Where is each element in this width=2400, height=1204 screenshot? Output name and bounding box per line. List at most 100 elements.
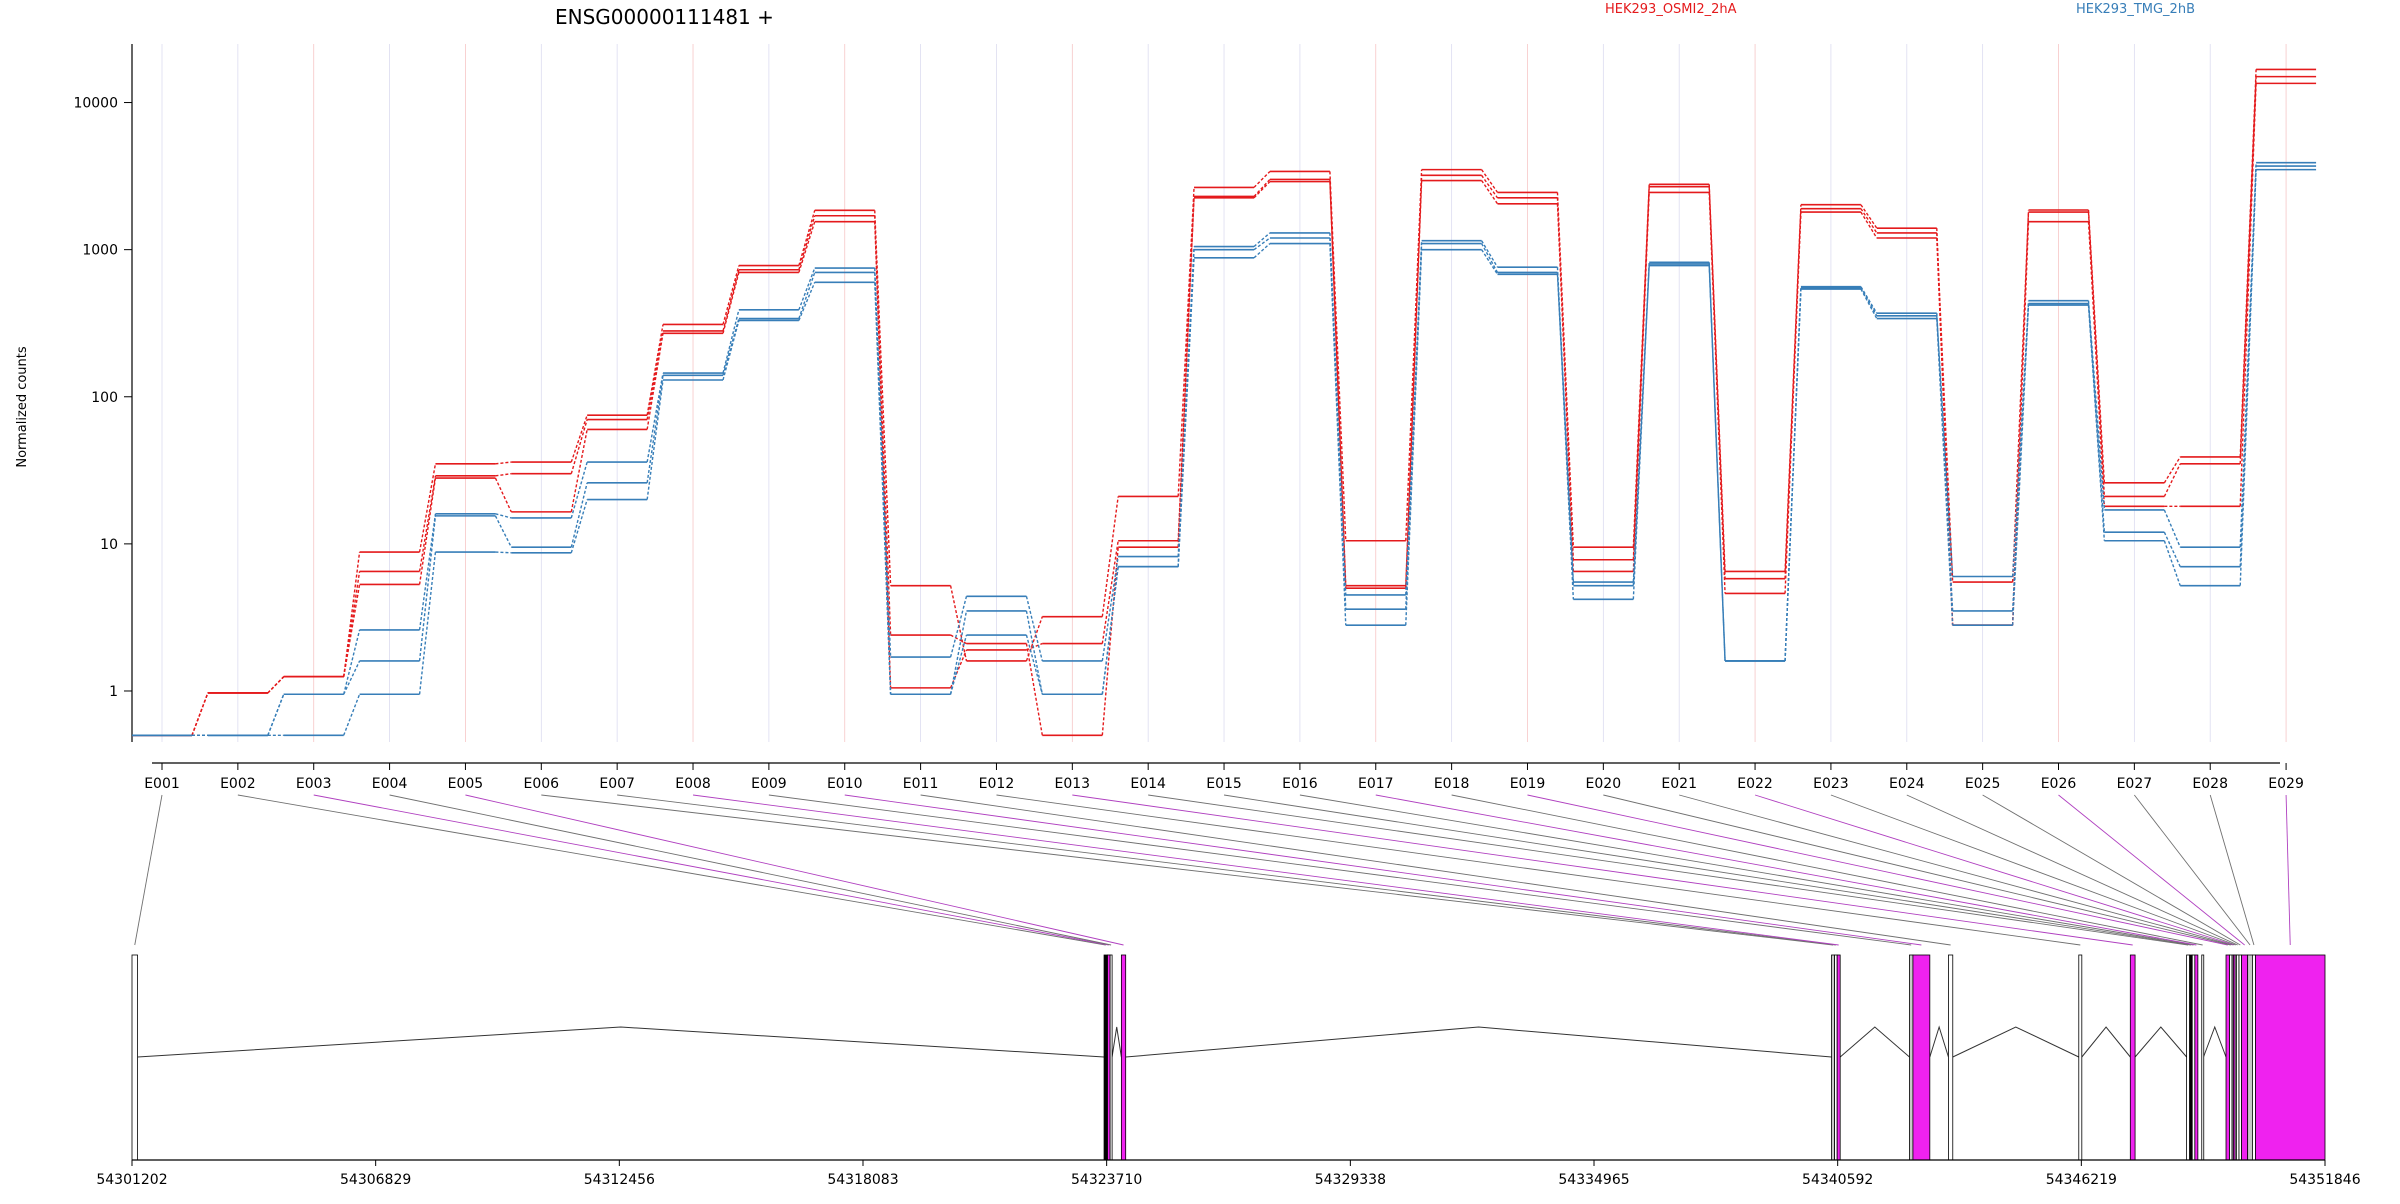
- x-tick-label: E028: [2192, 776, 2228, 792]
- exon-count-connector: [798, 215, 816, 270]
- exon-count-connector: [2087, 305, 2106, 541]
- genomic-tick-label: 54351846: [2289, 1172, 2360, 1188]
- exon-count-connector: [1860, 286, 1878, 314]
- genomic-tick-label: 54329338: [1315, 1172, 1386, 1188]
- exon-count-connector: [2163, 463, 2181, 497]
- exon-connector: [2209, 794, 2255, 946]
- exon-count-connector: [1936, 232, 1954, 583]
- exon-count-connector: [949, 634, 968, 695]
- exon-count-connector: [2163, 531, 2181, 567]
- exon-count-connector: [2011, 305, 2030, 626]
- exon-count-connector: [798, 221, 816, 273]
- exon-count-connector: [1936, 315, 1954, 577]
- exon-count-connector: [1025, 616, 1043, 662]
- exon-connector: [1679, 794, 2233, 946]
- exon-count-connector: [418, 475, 437, 572]
- exon-count-connector: [1481, 240, 1499, 268]
- exon-connector: [1527, 794, 2228, 946]
- exon-count-connector: [1860, 204, 1878, 229]
- x-tick-label: E018: [1434, 776, 1470, 792]
- exon-count-connector: [1481, 180, 1499, 205]
- y-tick-label: 10000: [73, 96, 118, 112]
- exon-count-connector: [267, 676, 285, 694]
- exon-connector: [844, 794, 1922, 946]
- x-tick-label: E014: [1130, 776, 1166, 792]
- exon-count-connector: [949, 585, 968, 662]
- exon-connector: [237, 794, 1106, 946]
- y-tick-label: 100: [91, 390, 118, 406]
- exon-connector: [920, 794, 1951, 946]
- exon-connector-lines: [134, 794, 2291, 946]
- exon-box: [1909, 954, 1914, 1161]
- exon-box: [2225, 954, 2230, 1161]
- vertical-gridlines: [161, 44, 2287, 742]
- exon-box: [2255, 954, 2326, 1161]
- x-tick-label: E009: [751, 776, 787, 792]
- exon-connector: [313, 794, 1109, 946]
- series-6: [132, 168, 2317, 737]
- exon-count-connector: [1405, 169, 1423, 541]
- x-tick-label: E013: [1055, 776, 1091, 792]
- exon-count-connector: [2087, 303, 2106, 533]
- exon-count-connector: [343, 551, 361, 677]
- exon-count-connector: [570, 482, 588, 548]
- exon-count-connector: [1101, 540, 1119, 644]
- exon-connector: [2058, 794, 2245, 946]
- exon-count-connector: [874, 282, 892, 695]
- exon-count-connector: [722, 309, 740, 374]
- x-tick-label: E006: [524, 776, 560, 792]
- x-tick-label: E003: [296, 776, 332, 792]
- genomic-tick-label: 54340592: [1802, 1172, 1873, 1188]
- exon-connector: [1148, 794, 2189, 946]
- genomic-tick-label: 54301202: [96, 1172, 167, 1188]
- exon-count-connector: [646, 372, 664, 463]
- x-tick-label: E022: [1737, 776, 1773, 792]
- exon-count-connector: [1481, 243, 1499, 273]
- exon-count-connector: [1481, 174, 1499, 199]
- intron-line: [1125, 1026, 1832, 1058]
- x-tick-label: E007: [599, 776, 635, 792]
- exon-box: [2247, 954, 2253, 1161]
- y-axis-ticks: 1 10 100 1000 10000: [73, 96, 132, 700]
- exon-count-connector: [1329, 243, 1347, 626]
- exon-count-connector: [191, 692, 209, 736]
- exon-count-connector: [722, 320, 740, 381]
- exon-count-connector: [1025, 610, 1044, 695]
- x-axis-ticks: E001 E002 E003 E004 E005 E006 E007 E008 E009 E010…: [144, 763, 2304, 792]
- exon-count-connector: [570, 414, 588, 463]
- exon-count-connector: [722, 318, 740, 376]
- exon-count-connector: [2239, 166, 2257, 567]
- x-tick-label: E001: [144, 776, 180, 792]
- exon-count-connector: [1708, 192, 1726, 594]
- exon-connector: [1830, 794, 2236, 946]
- exon-box: [1103, 954, 1108, 1161]
- exon-connector: [1299, 794, 2194, 946]
- exon-count-connector: [1556, 203, 1575, 572]
- exon-connector: [1603, 794, 2231, 946]
- exon-count-connector: [1253, 232, 1271, 248]
- x-tick-label: E019: [1510, 776, 1546, 792]
- genomic-tick-label: 54323710: [1071, 1172, 1142, 1188]
- intron-line: [1952, 1026, 2079, 1058]
- exon-connector: [2134, 794, 2251, 946]
- y-tick-label: 1000: [82, 243, 118, 259]
- exon-connector: [1223, 794, 2192, 946]
- legend-osmi-label: HEK293_OSMI2_2hA: [1605, 2, 1737, 17]
- exon-count-connector: [949, 610, 968, 695]
- exon-count-connector: [2239, 169, 2257, 586]
- exon-count-connector: [494, 515, 512, 548]
- x-tick-label: E020: [1586, 776, 1622, 792]
- exon-box: [2129, 954, 2136, 1161]
- x-tick-label: E017: [1358, 776, 1394, 792]
- exon-connector: [996, 794, 2081, 946]
- x-tick-label: E012: [979, 776, 1015, 792]
- exon-connector: [617, 794, 1836, 946]
- exon-count-connector: [418, 477, 437, 585]
- chart-title: ENSG00000111481 +: [555, 5, 774, 29]
- x-tick-label: E025: [1965, 776, 2001, 792]
- exon-connector: [465, 794, 1124, 946]
- exon-count-connector: [646, 333, 664, 430]
- exon-box: [1836, 954, 1841, 1161]
- exon-count-connector: [1177, 196, 1195, 541]
